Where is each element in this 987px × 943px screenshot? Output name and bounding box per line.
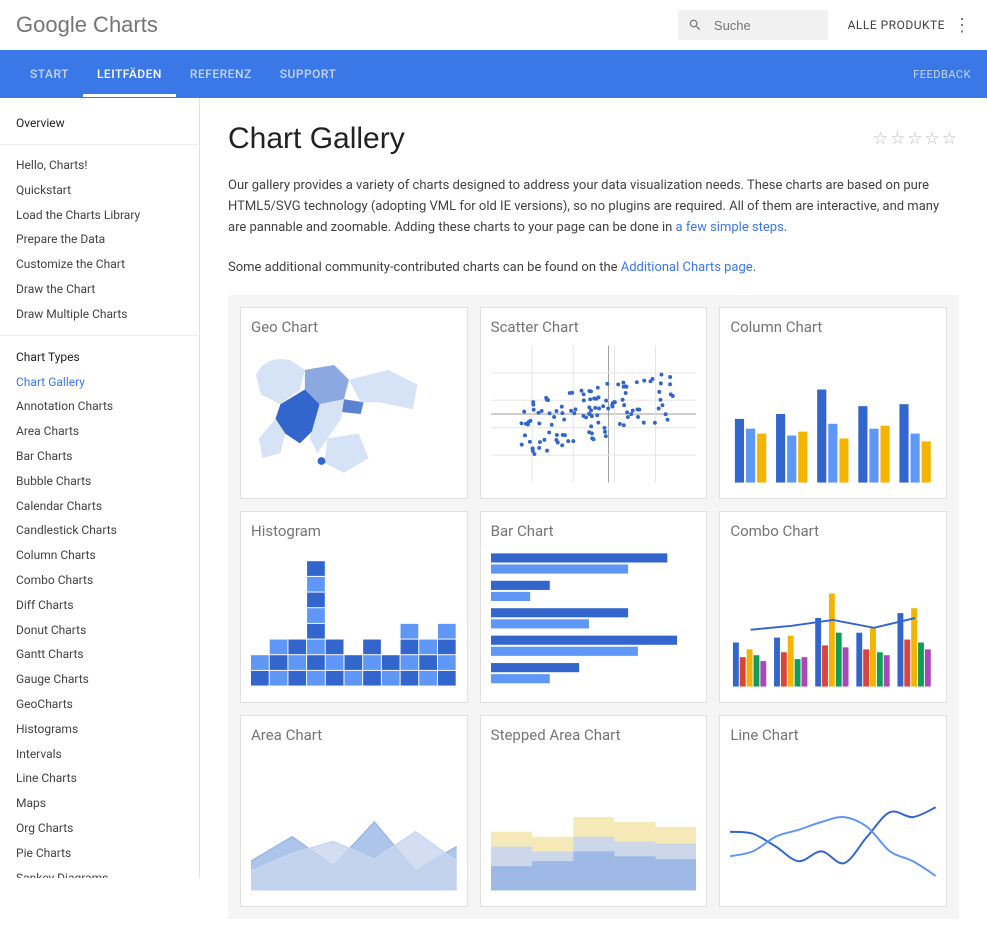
sidebar-item[interactable]: Annotation Charts bbox=[0, 394, 199, 419]
sidebar-item[interactable]: Column Charts bbox=[0, 543, 199, 568]
card-title: Scatter Chart bbox=[491, 318, 697, 336]
sidebar-item[interactable]: Bar Charts bbox=[0, 444, 199, 469]
sidebar-item[interactable]: Gantt Charts bbox=[0, 642, 199, 667]
sidebar-item[interactable]: Draw the Chart bbox=[0, 277, 199, 302]
search-box[interactable] bbox=[678, 10, 828, 40]
intro-text-2: Some additional community-contributed ch… bbox=[228, 260, 621, 275]
sidebar-item[interactable]: Draw Multiple Charts bbox=[0, 302, 199, 327]
tab-start[interactable]: START bbox=[16, 51, 83, 97]
sidebar-item[interactable]: Chart Gallery bbox=[0, 370, 199, 395]
chart-card-bar[interactable]: Bar Chart bbox=[480, 511, 708, 703]
logo: Google Charts bbox=[16, 12, 158, 38]
sidebar-heading: Overview bbox=[0, 110, 199, 136]
chart-card-line[interactable]: Line Chart bbox=[719, 715, 947, 907]
sidebar-item[interactable]: Sankey Diagrams bbox=[0, 866, 199, 878]
chart-card-scatter[interactable]: Scatter Chart bbox=[480, 307, 708, 499]
rating-stars[interactable]: ☆☆☆☆☆ bbox=[873, 129, 959, 149]
sidebar-item[interactable]: Maps bbox=[0, 791, 199, 816]
sidebar-item[interactable]: Intervals bbox=[0, 742, 199, 767]
tab-referenz[interactable]: REFERENZ bbox=[176, 51, 266, 97]
sidebar-item[interactable]: Prepare the Data bbox=[0, 227, 199, 252]
intro-link-steps[interactable]: a few simple steps bbox=[676, 220, 784, 235]
sidebar-item[interactable]: Diff Charts bbox=[0, 593, 199, 618]
sidebar-item[interactable]: Donut Charts bbox=[0, 618, 199, 643]
sidebar-item[interactable]: Combo Charts bbox=[0, 568, 199, 593]
sidebar-item[interactable]: Histograms bbox=[0, 717, 199, 742]
intro-link-additional[interactable]: Additional Charts page bbox=[621, 260, 753, 275]
sidebar-item[interactable]: Pie Charts bbox=[0, 841, 199, 866]
tabbar: STARTLEITFÄDENREFERENZSUPPORT FEEDBACK bbox=[0, 50, 987, 98]
chart-card-area[interactable]: Area Chart bbox=[240, 715, 468, 907]
sidebar-item[interactable]: Gauge Charts bbox=[0, 667, 199, 692]
card-title: Geo Chart bbox=[251, 318, 457, 336]
card-title: Line Chart bbox=[730, 726, 936, 744]
tab-support[interactable]: SUPPORT bbox=[266, 51, 351, 97]
chart-gallery: Geo Chart Scatter Chart Column Chart Histo… bbox=[228, 295, 959, 919]
card-title: Histogram bbox=[251, 522, 457, 540]
sidebar-item[interactable]: Load the Charts Library bbox=[0, 203, 199, 228]
sidebar-item[interactable]: Customize the Chart bbox=[0, 252, 199, 277]
sidebar-item[interactable]: Hello, Charts! bbox=[0, 153, 199, 178]
card-title: Column Chart bbox=[730, 318, 936, 336]
sidebar-heading: Chart Types bbox=[0, 344, 199, 370]
sidebar-item[interactable]: Org Charts bbox=[0, 816, 199, 841]
sidebar-item[interactable]: GeoCharts bbox=[0, 692, 199, 717]
all-products-link[interactable]: ALLE PRODUKTE bbox=[848, 18, 945, 32]
menu-dots-icon[interactable]: ⋮ bbox=[953, 15, 971, 36]
sidebar: Overview Hello, Charts!QuickstartLoad the… bbox=[0, 98, 200, 878]
sidebar-item[interactable]: Candlestick Charts bbox=[0, 518, 199, 543]
chart-card-stepped[interactable]: Stepped Area Chart bbox=[480, 715, 708, 907]
chart-card-geo[interactable]: Geo Chart bbox=[240, 307, 468, 499]
card-title: Stepped Area Chart bbox=[491, 726, 697, 744]
page-title: Chart Gallery bbox=[228, 122, 405, 156]
intro-paragraph-1: Our gallery provides a variety of charts… bbox=[228, 176, 959, 238]
sidebar-item[interactable]: Calendar Charts bbox=[0, 494, 199, 519]
sidebar-item[interactable]: Quickstart bbox=[0, 178, 199, 203]
card-title: Area Chart bbox=[251, 726, 457, 744]
sidebar-item[interactable]: Line Charts bbox=[0, 766, 199, 791]
intro-paragraph-2: Some additional community-contributed ch… bbox=[228, 258, 959, 279]
tab-leitfäden[interactable]: LEITFÄDEN bbox=[83, 51, 176, 97]
sidebar-item[interactable]: Area Charts bbox=[0, 419, 199, 444]
search-icon bbox=[688, 16, 702, 34]
chart-card-column[interactable]: Column Chart bbox=[719, 307, 947, 499]
intro-text: Our gallery provides a variety of charts… bbox=[228, 178, 939, 235]
sidebar-item[interactable]: Bubble Charts bbox=[0, 469, 199, 494]
chart-card-combo[interactable]: Combo Chart bbox=[719, 511, 947, 703]
search-input[interactable] bbox=[714, 18, 818, 33]
feedback-link[interactable]: FEEDBACK bbox=[913, 68, 971, 81]
card-title: Combo Chart bbox=[730, 522, 936, 540]
card-title: Bar Chart bbox=[491, 522, 697, 540]
chart-card-histogram[interactable]: Histogram bbox=[240, 511, 468, 703]
